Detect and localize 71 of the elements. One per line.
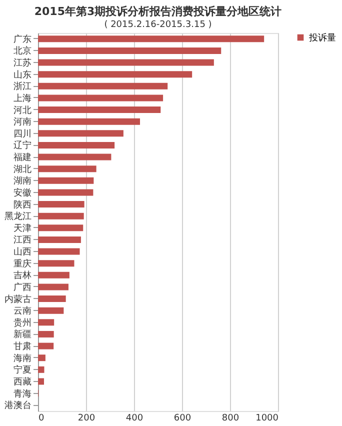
y-tick-label: 港澳台	[4, 400, 32, 412]
bar	[38, 319, 54, 326]
x-tick-label: 1000	[256, 414, 279, 424]
y-tick-label: 广西	[14, 282, 32, 293]
y-tick-label: 陕西	[14, 199, 32, 210]
bar	[38, 236, 81, 243]
y-tick-label: 贵州	[14, 317, 32, 328]
bar	[38, 307, 64, 314]
y-tick-label: 山西	[14, 246, 32, 258]
y-tick-label: 安徽	[14, 187, 32, 198]
bar	[38, 201, 84, 208]
y-tick-label: 四川	[14, 128, 32, 140]
bar	[38, 212, 84, 220]
y-tick-label: 海南	[14, 352, 32, 364]
y-tick-label: 福建	[14, 152, 32, 164]
y-tick-label: 新疆	[14, 329, 32, 340]
bar	[38, 177, 94, 184]
y-tick-label: 广东	[14, 34, 32, 45]
x-tick-label: 800	[222, 414, 240, 424]
bar	[38, 342, 54, 350]
y-tick-label: 内蒙古	[4, 294, 32, 305]
y-tick-label: 湖南	[14, 176, 32, 187]
bar	[38, 59, 214, 66]
bar	[38, 106, 161, 114]
y-tick-label: 北京	[14, 46, 32, 57]
bar	[38, 330, 54, 338]
y-tick-label: 江苏	[14, 58, 32, 69]
bar	[38, 296, 66, 302]
bar	[38, 118, 140, 125]
y-tick-label: 重庆	[14, 258, 32, 270]
bar	[38, 94, 164, 102]
y-tick-label: 浙江	[14, 81, 32, 92]
y-tick-label: 上海	[14, 92, 32, 104]
bar	[38, 130, 124, 137]
bar	[38, 47, 222, 54]
y-tick-label: 辽宁	[14, 140, 32, 152]
bar	[38, 166, 96, 172]
y-tick-label: 河北	[14, 104, 32, 116]
x-tick-label: 400	[126, 414, 144, 424]
bar	[38, 272, 70, 278]
x-tick-label: 600	[174, 414, 192, 424]
x-tick-label: 200	[78, 414, 96, 424]
bar	[38, 260, 74, 267]
y-tick-label: 山东	[14, 69, 32, 80]
bar	[38, 189, 94, 196]
x-tick-label: 0	[38, 414, 44, 424]
bar	[38, 248, 80, 255]
y-tick-label: 吉林	[14, 270, 32, 282]
y-tick-label: 西藏	[14, 376, 32, 388]
y-tick-label: 云南	[14, 306, 32, 317]
bar	[38, 354, 46, 362]
bar	[38, 284, 68, 290]
y-tick-label: 青海	[14, 388, 32, 400]
bar	[38, 366, 44, 373]
y-tick-label: 黑龙江	[4, 211, 32, 222]
y-tick-label: 宁夏	[14, 364, 32, 376]
bar	[38, 142, 115, 148]
y-tick-label: 江西	[14, 234, 32, 246]
bar	[38, 154, 112, 160]
y-tick-label: 湖北	[14, 164, 32, 175]
y-tick-label: 天津	[14, 222, 32, 234]
bar	[38, 36, 264, 42]
bar	[38, 82, 168, 90]
bar	[38, 71, 192, 78]
chart-subtitle: ( 2015.2.16-2015.3.15 )	[104, 20, 212, 30]
chart-title: 2015年第3期投诉分析报告消费投诉量分地区统计	[34, 5, 282, 18]
y-tick-label: 河南	[14, 116, 32, 128]
bar	[38, 378, 44, 385]
y-tick-label: 甘肃	[14, 341, 32, 352]
bar	[38, 224, 84, 232]
legend-label: 投诉量	[308, 32, 336, 44]
